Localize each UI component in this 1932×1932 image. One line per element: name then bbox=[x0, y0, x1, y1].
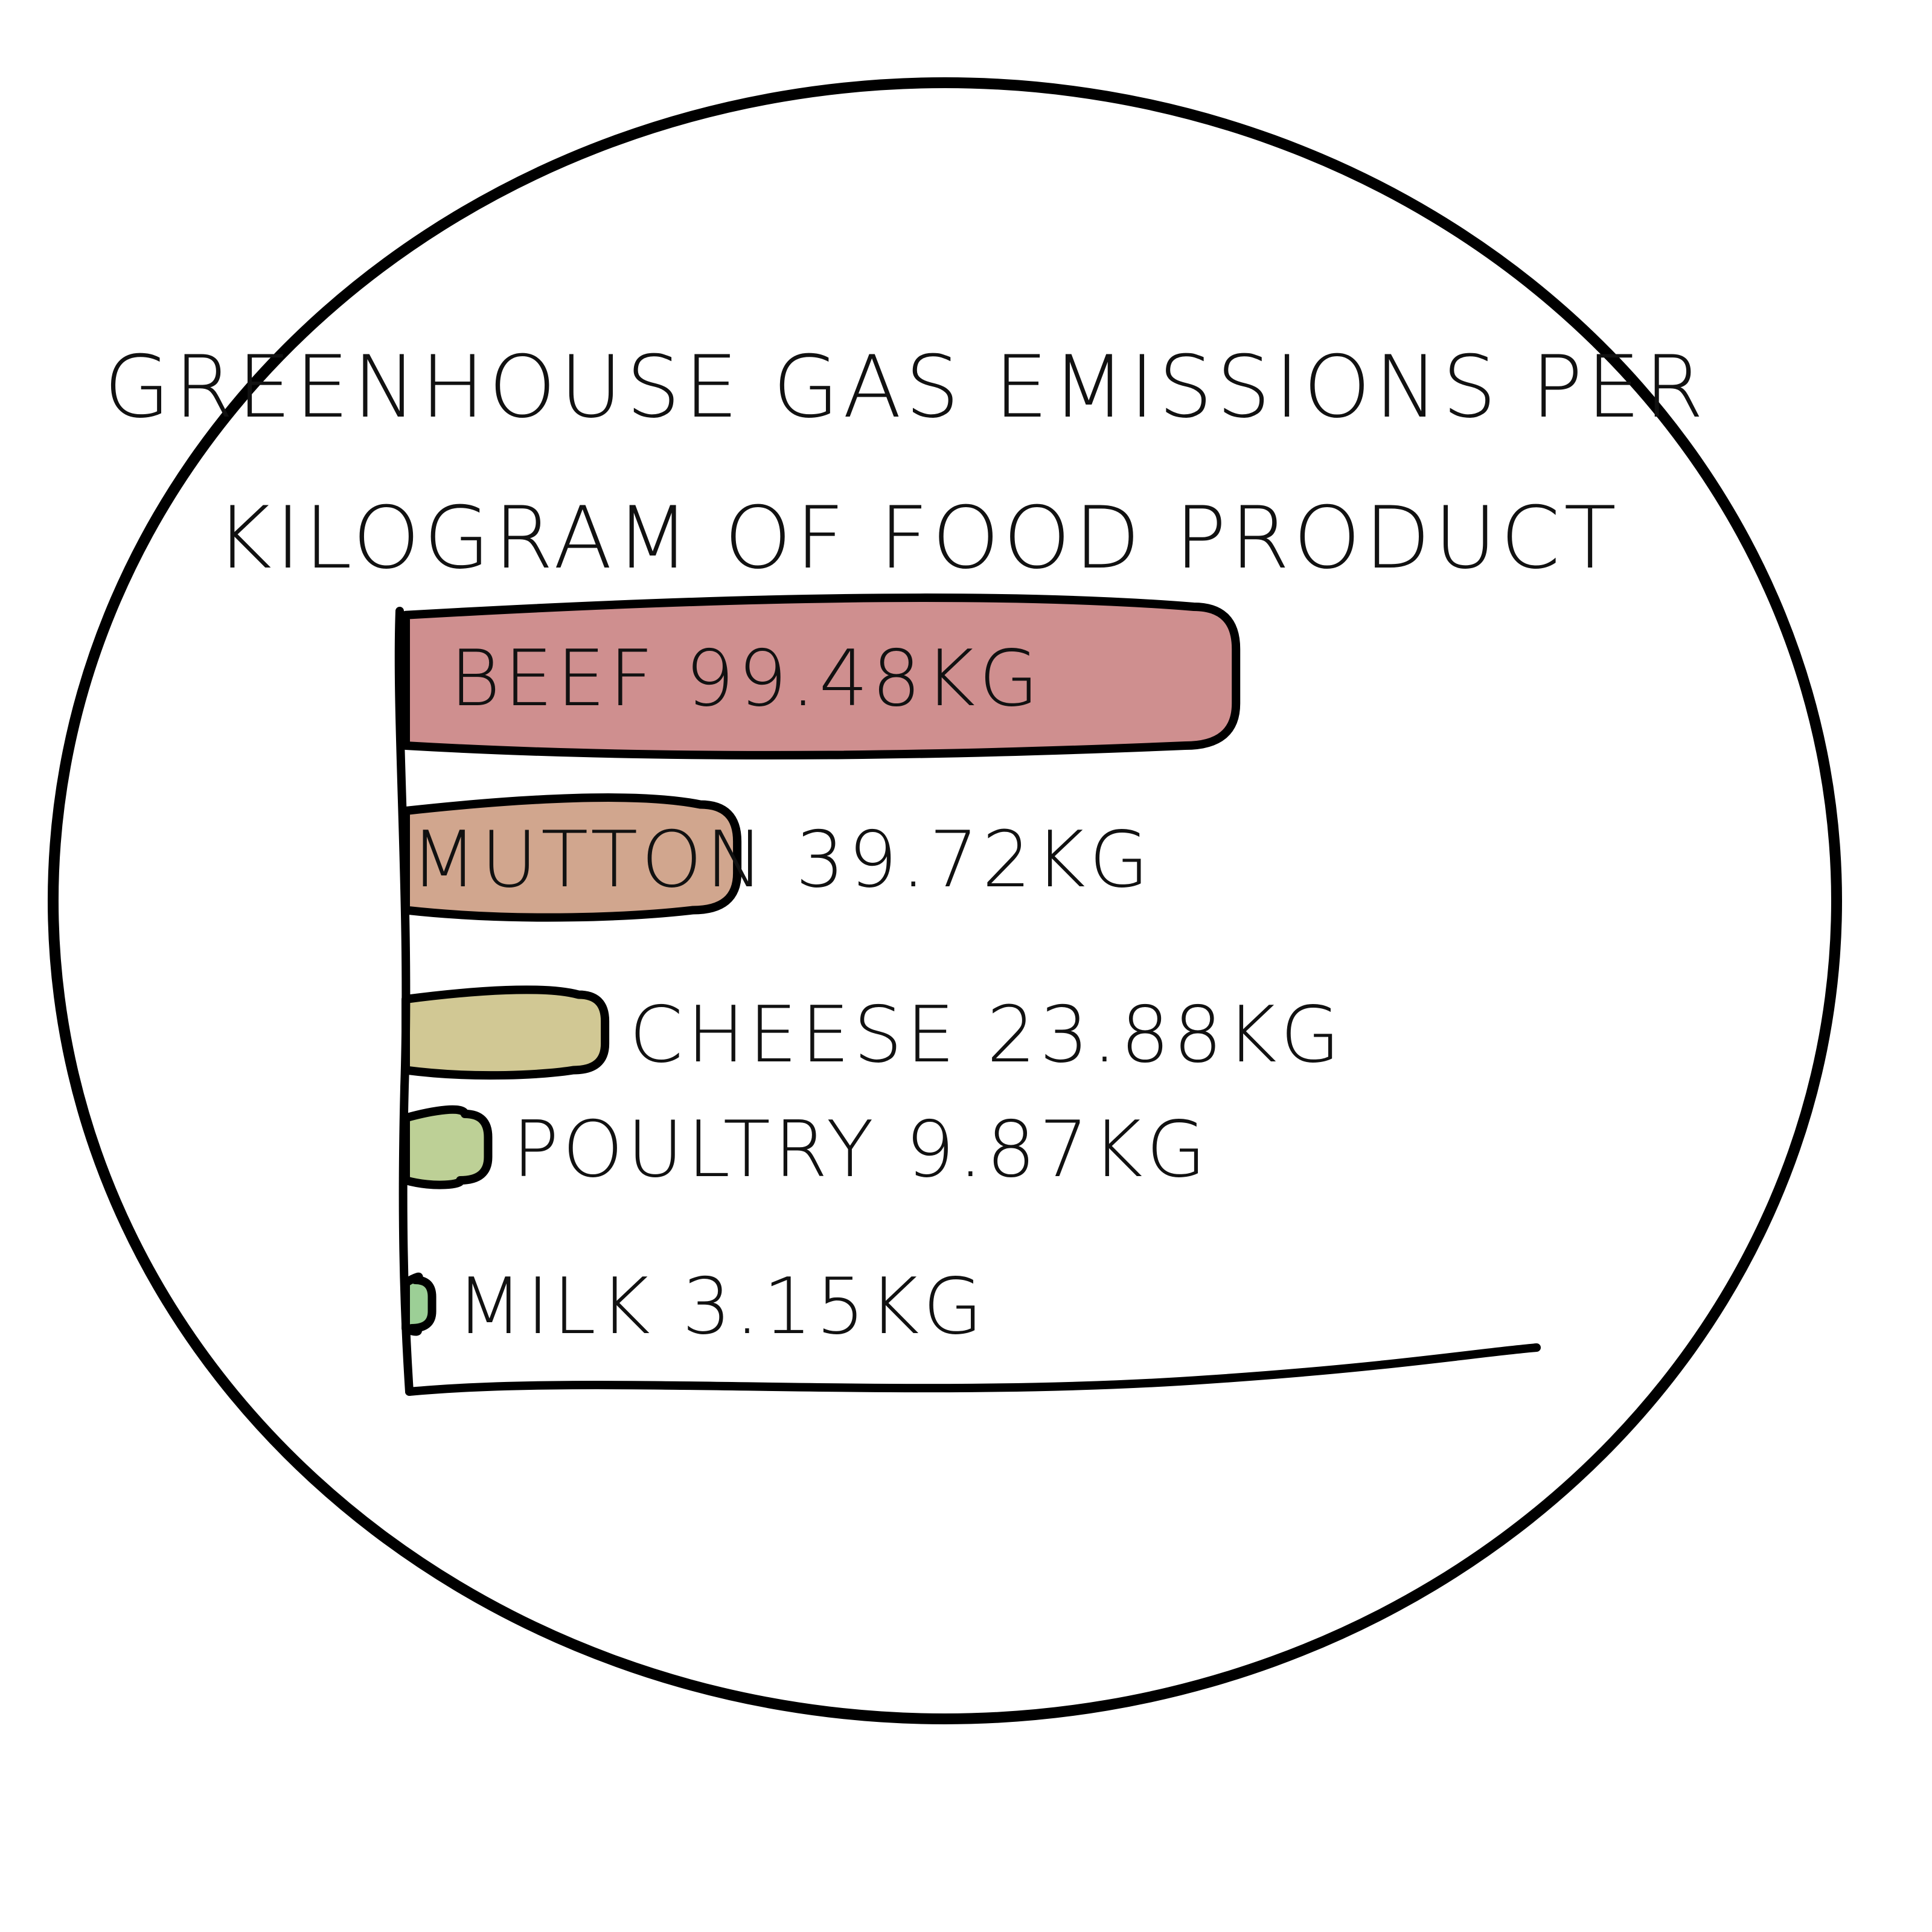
bar-milk bbox=[401, 1272, 437, 1336]
bar-label-mutton: MUTTON 39.72KG bbox=[411, 815, 1153, 905]
frame-circle bbox=[48, 77, 1842, 1724]
x-axis-line bbox=[405, 1343, 1541, 1396]
bar-cheese bbox=[401, 985, 610, 1080]
bars-layer bbox=[401, 593, 1241, 1336]
bar-label-cheese: CHEESE 23.88KG bbox=[629, 990, 1344, 1080]
bar-beef bbox=[401, 593, 1241, 760]
bar-mutton bbox=[401, 793, 742, 922]
bar-label-poultry: POULTRY 9.87KG bbox=[512, 1105, 1209, 1195]
chart-title-line-2: KILOGRAM OF FOOD PRODUCT bbox=[216, 488, 1620, 588]
bar-label-beef: BEEF 99.48KG bbox=[450, 634, 1042, 724]
labels-layer: BEEF 99.48KG MUTTON 39.72KG CHEESE 23.88KG… bbox=[411, 634, 1344, 1352]
chart-title-line-1: GREENHOUSE GAS EMISSIONS PER bbox=[104, 337, 1707, 437]
bar-poultry bbox=[401, 1105, 493, 1189]
bar-label-milk: MILK 3.15KG bbox=[456, 1262, 987, 1352]
y-axis-line bbox=[394, 607, 414, 1396]
